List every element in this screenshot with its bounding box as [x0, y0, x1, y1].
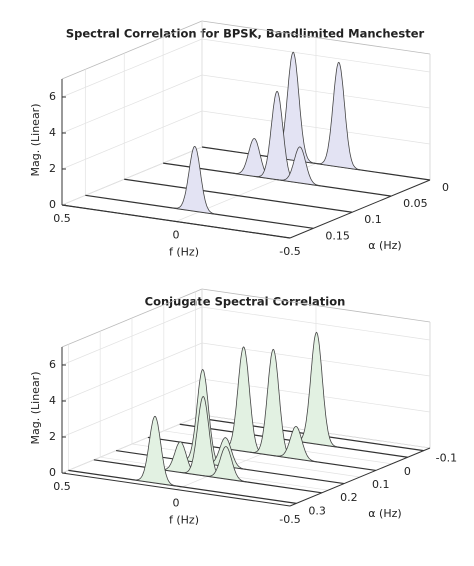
peak — [171, 145, 218, 215]
x-tick-label: 0.5 — [53, 480, 71, 493]
y-tick-label: 0.1 — [372, 478, 390, 491]
y-tick-label: -0.1 — [436, 452, 457, 465]
y-tick-label: 0.05 — [403, 197, 428, 210]
y-tick-label: 0 — [404, 465, 411, 478]
y-tick-label: 0.3 — [308, 504, 326, 517]
peak — [203, 446, 249, 483]
z-tick-label: 6 — [49, 90, 56, 103]
z-tick-label: 6 — [49, 358, 56, 371]
y-tick-label: 0.2 — [340, 491, 358, 504]
x-axis-label: f (Hz) — [169, 246, 199, 259]
y-axis-label: α (Hz) — [368, 507, 401, 520]
peak — [132, 415, 178, 487]
slice-baseline — [124, 178, 353, 213]
x-tick-label: -0.5 — [279, 513, 300, 526]
grid-line — [61, 38, 203, 98]
x-axis-label: f (Hz) — [169, 514, 199, 527]
z-tick-label: 4 — [49, 394, 56, 407]
x-tick-label: 0 — [173, 497, 180, 510]
grid-line — [61, 74, 203, 134]
grid-line — [61, 146, 203, 206]
axis-line — [61, 472, 291, 507]
grid-line — [131, 443, 361, 478]
peak — [293, 331, 340, 448]
y-axis-label: α (Hz) — [368, 239, 401, 252]
chart-title: Spectral Correlation for BPSK, Bandlimit… — [66, 27, 425, 41]
z-tick-label: 0 — [49, 198, 56, 211]
x-tick-label: -0.5 — [279, 245, 300, 258]
y-tick-label: 0.1 — [364, 213, 382, 226]
y-tick-label: 0 — [442, 181, 449, 194]
z-tick-label: 4 — [49, 126, 56, 139]
chart-title: Conjugate Spectral Correlation — [145, 295, 346, 309]
y-tick-label: 0.15 — [325, 229, 350, 242]
peak — [277, 146, 323, 187]
peak — [273, 426, 319, 463]
peak — [315, 61, 362, 171]
slice-baseline — [61, 204, 291, 239]
x-tick-label: 0.5 — [53, 212, 71, 225]
z-axis-label: Mag. (Linear) — [29, 372, 42, 445]
peak — [220, 346, 267, 455]
z-tick-label: 0 — [49, 466, 56, 479]
z-tick-label: 2 — [49, 162, 56, 175]
z-axis-label: Mag. (Linear) — [29, 104, 42, 177]
z-tick-label: 2 — [49, 430, 56, 443]
grid-line — [61, 110, 203, 170]
x-tick-label: 0 — [173, 229, 180, 242]
slice-baseline — [68, 469, 297, 504]
